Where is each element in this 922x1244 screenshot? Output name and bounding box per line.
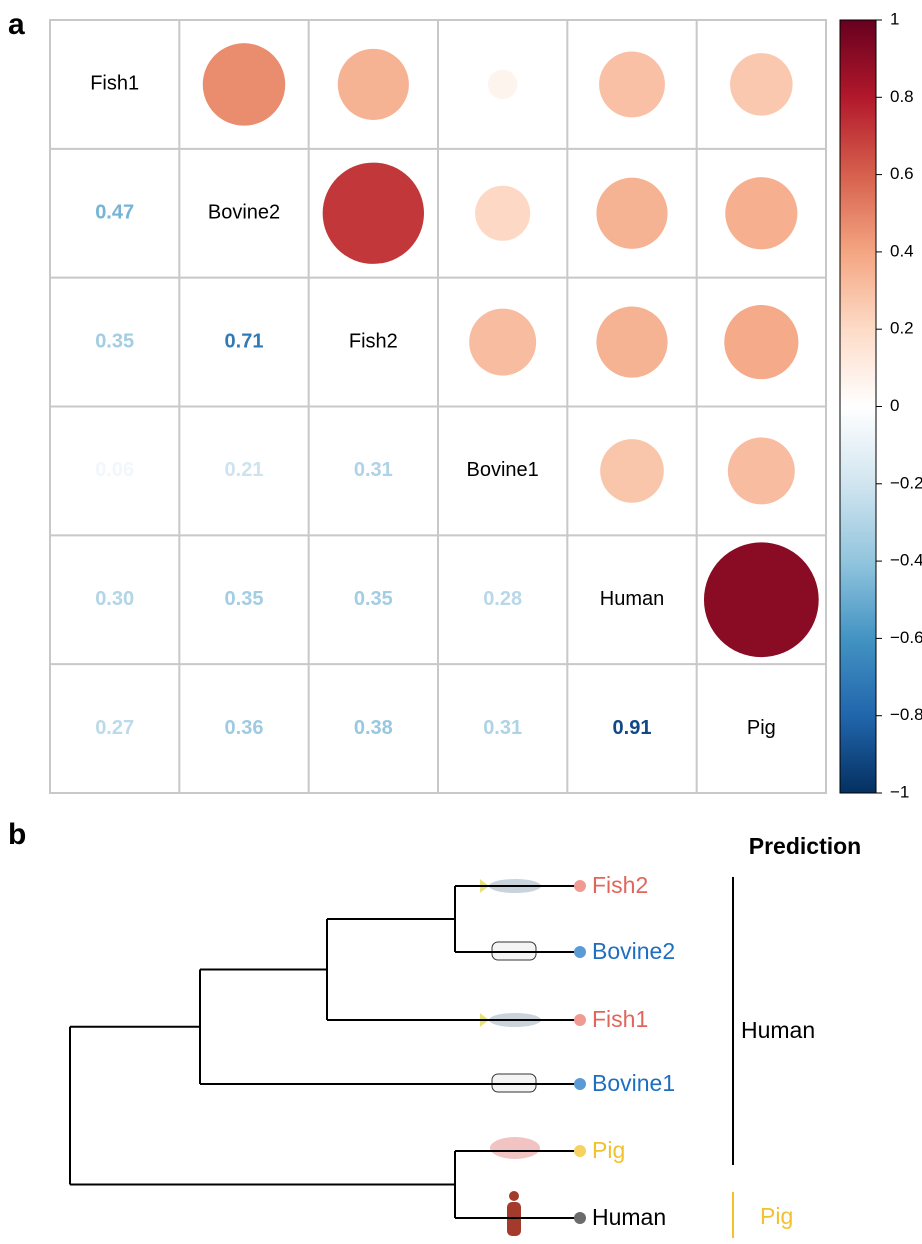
colorbar-tick-label: 0.6 [890,164,914,183]
diagonal-label: Pig [747,717,776,739]
value-label: 0.30 [95,588,134,610]
value-label: 0.91 [613,717,652,739]
value-label: 0.31 [354,459,393,481]
correlation-circle [704,542,819,657]
correlation-circle [469,309,536,376]
value-label: 0.06 [95,459,134,481]
leaf-label: Bovine1 [592,1070,675,1096]
correlation-circle [323,163,424,264]
colorbar-tick-label: 1 [890,9,899,28]
value-label: 0.35 [354,588,393,610]
pig-icon [490,1137,540,1159]
correlation-circle [596,307,667,378]
diagonal-label: Human [600,588,664,610]
panel-label: b [8,818,26,851]
colorbar-tick-label: −0.2 [890,473,922,492]
correlation-circle [488,70,517,99]
colorbar-tick-label: 0 [890,396,899,415]
leaf-dot [574,946,586,958]
colorbar-tick-label: −0.8 [890,705,922,724]
group-label: Pig [760,1203,793,1229]
correlation-circle [599,51,665,117]
colorbar-tick-label: 0.8 [890,87,914,106]
panel-label: a [8,8,25,41]
colorbar-tick-label: −1 [890,782,909,801]
icons [480,879,541,1236]
value-label: 0.71 [225,330,264,352]
colorbar-tick-label: 0.2 [890,319,914,338]
diagonal-label: Bovine2 [208,202,280,224]
diagonal-label: Bovine1 [467,459,539,481]
colorbar-tick-label: −0.6 [890,628,922,647]
leaf-label: Human [592,1204,666,1230]
correlation-circle [725,177,797,249]
value-label: 0.21 [225,459,264,481]
figure: a b Fish1 Bovine2 Fish2 Bovine1 Human Pig 0.47… [0,0,922,1244]
correlation-circle [600,439,664,503]
value-label: 0.28 [483,588,522,610]
value-label: 0.31 [483,717,522,739]
correlation-circle [203,43,285,125]
diagonal-label: Fish1 [90,73,139,95]
human-icon [509,1191,519,1201]
group-label: Human [741,1017,815,1043]
colorbar-tick-label: 0.4 [890,241,914,260]
correlation-circle [724,305,798,379]
value-label: 0.35 [95,330,134,352]
leaf-dot [574,1212,586,1224]
leaf-label: Fish1 [592,1006,648,1032]
colorbar [840,20,876,793]
correlation-circle [728,437,795,504]
correlation-circle [338,49,409,120]
correlation-circle [475,186,530,241]
prediction-title: Prediction [749,833,861,859]
value-label: 0.35 [225,588,264,610]
correlation-circle [730,53,792,115]
leaf-dot [574,1014,586,1026]
leaf-dot [574,880,586,892]
leaf-dot [574,1078,586,1090]
value-label: 0.38 [354,717,393,739]
correlation-circle [596,178,667,249]
leaf-label: Pig [592,1137,625,1163]
leaf-label: Bovine2 [592,938,675,964]
leaf-dot [574,1145,586,1157]
colorbar-tick-label: −0.4 [890,551,922,570]
value-label: 0.36 [225,717,264,739]
value-label: 0.47 [95,202,134,224]
diagonal-label: Fish2 [349,330,398,352]
value-label: 0.27 [95,717,134,739]
leaf-label: Fish2 [592,872,648,898]
